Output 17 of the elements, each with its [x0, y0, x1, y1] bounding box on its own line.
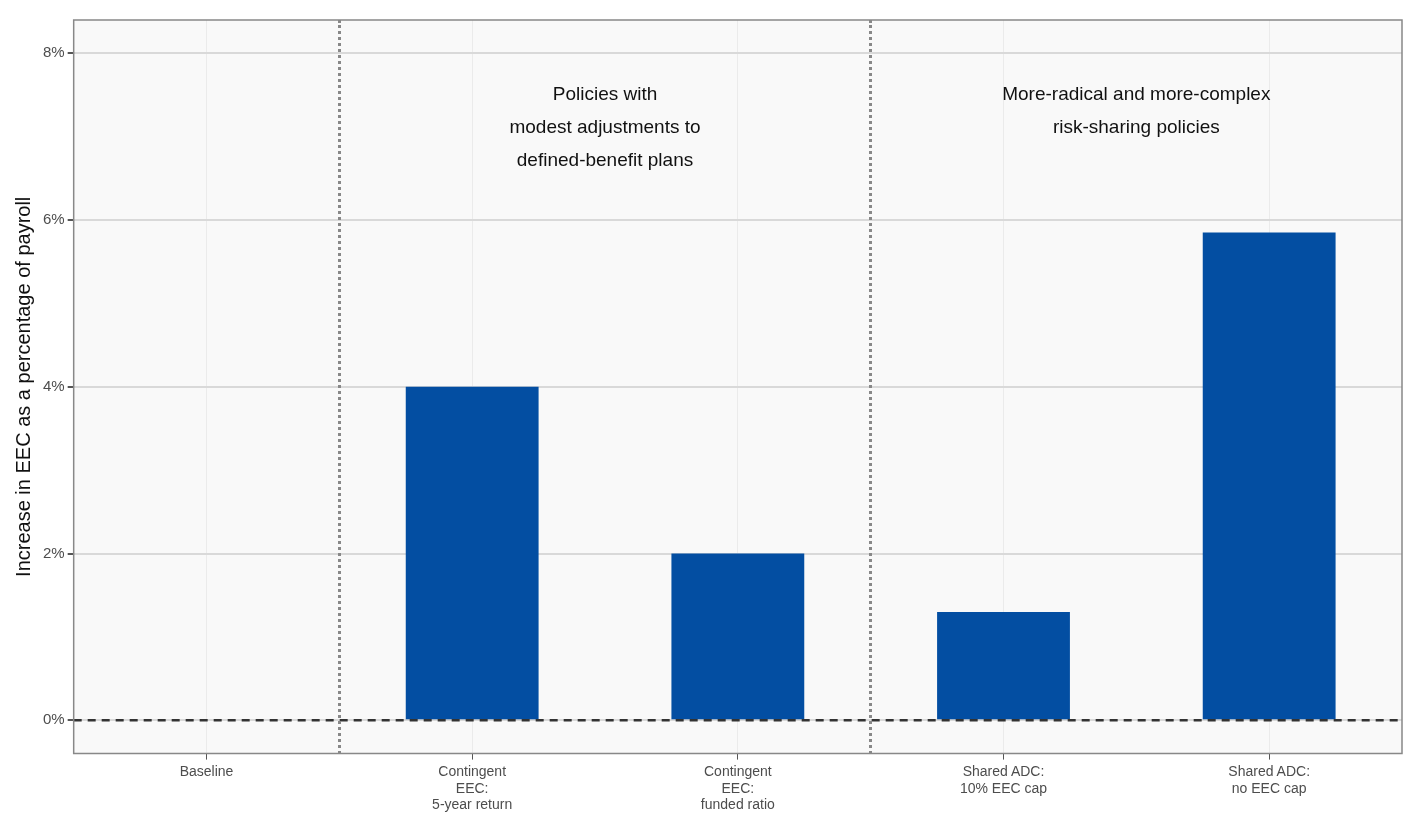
y-tick-label: 4%	[42, 376, 65, 394]
x-tick-label: Shared ADC: 10% EEC cap	[959, 762, 1048, 796]
y-tick-label: 2%	[42, 543, 65, 561]
x-tick-label: Shared ADC: no EEC cap	[1228, 762, 1311, 796]
bar	[405, 386, 539, 720]
y-axis-title: Increase in EEC as a percentage of payroll	[11, 196, 34, 577]
annotation: Policies with modest adjustments to defined-benefit plans	[509, 83, 701, 171]
x-tick-label: Contingent EEC: 5-year return	[432, 762, 513, 813]
bar	[937, 611, 1070, 720]
y-tick-label: 6%	[42, 210, 65, 228]
x-tick-label: Baseline	[179, 762, 234, 779]
y-tick-label: 0%	[42, 710, 65, 728]
bar	[1202, 232, 1336, 720]
annotation: More-radical and more-complex risk-sharing policies	[1002, 83, 1271, 138]
y-tick-label: 8%	[42, 43, 65, 61]
x-tick-label: Contingent EEC: funded ratio	[700, 762, 776, 813]
bar	[671, 553, 805, 720]
